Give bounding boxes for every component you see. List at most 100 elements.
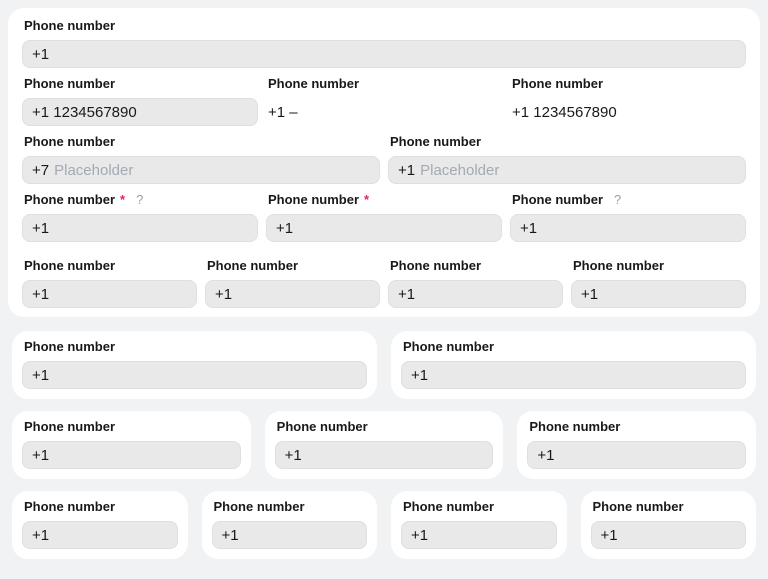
input-value: +1 (600, 526, 618, 544)
phone-card: Phone number +1 (12, 491, 188, 559)
card-row-two: Phone number +1 Phone number +1 (12, 331, 756, 399)
phone-card: Phone number +1 (580, 491, 756, 559)
field-label: Phone number (207, 257, 380, 273)
field-label: Phone number (24, 133, 380, 149)
field-label-text: Phone number (403, 338, 495, 354)
input-value: +1 1234567890 (32, 103, 137, 121)
row-fullwidth: Phone number +1 (22, 18, 746, 68)
field-label-text: Phone number (592, 498, 684, 514)
input-prefix: +7 (32, 161, 50, 179)
phone-field-quarter-1: Phone number +1 (22, 258, 197, 308)
phone-input[interactable]: +1 (571, 280, 746, 308)
phone-input[interactable]: +1 (22, 361, 367, 389)
field-label: Phone number (268, 75, 502, 91)
phone-input[interactable]: +1 Placeholder (388, 156, 746, 184)
phone-input[interactable]: +1 1234567890 (22, 98, 258, 126)
phone-field-filled: Phone number +1 1234567890 (22, 76, 258, 126)
field-label: Phone number (24, 258, 197, 273)
input-value: +1 (520, 219, 538, 237)
field-label-text: Phone number (390, 257, 482, 273)
input-value: +1 (284, 446, 302, 464)
phone-input[interactable]: +1 (22, 280, 197, 308)
input-value: +1 (32, 285, 50, 303)
phone-input[interactable]: +1 (205, 280, 380, 308)
input-value: +1 (32, 526, 50, 544)
row-placeholders: Phone number +7 Placeholder Phone number… (22, 134, 746, 184)
phone-input[interactable]: +1 (274, 441, 494, 469)
readonly-value: +1 1234567890 (512, 103, 617, 121)
field-label-text: Phone number (512, 191, 604, 207)
field-label-text: Phone number (24, 133, 116, 149)
phone-field-quarter-4: Phone number +1 (571, 258, 746, 308)
phone-input[interactable]: +1 (510, 214, 746, 242)
field-label-text: Phone number (24, 17, 116, 33)
phone-input[interactable]: +1 (388, 280, 563, 308)
field-label-text: Phone number (24, 75, 116, 91)
field-label: Phone number (592, 498, 747, 514)
phone-input[interactable]: +1 (22, 214, 258, 242)
field-label-text: Phone number (207, 257, 299, 273)
phone-field-with-help: Phone number ? +1 (510, 192, 746, 242)
phone-card: Phone number +1 (201, 491, 377, 559)
phone-card: Phone number +1 (391, 491, 567, 559)
phone-input[interactable]: +1 (401, 361, 746, 389)
field-label: Phone number (403, 498, 557, 514)
input-value: +1 (581, 285, 599, 303)
input-placeholder: Placeholder (54, 161, 134, 179)
field-label: Phone number (573, 258, 746, 273)
field-label: Phone number (24, 17, 746, 33)
field-label-text: Phone number (403, 498, 495, 514)
field-label-text: Phone number (24, 191, 116, 207)
field-label-text: Phone number (276, 418, 368, 434)
card-row-three: Phone number +1 Phone number +1 Phone nu… (12, 411, 757, 479)
card-row-four: Phone number +1 Phone number +1 Phone nu… (12, 491, 756, 559)
field-label: Phone number (24, 498, 178, 514)
phone-input[interactable]: +1 (22, 441, 241, 469)
input-value: +1 (32, 45, 50, 63)
phone-field-fullwidth: Phone number +1 (22, 18, 746, 68)
input-placeholder: Placeholder (420, 161, 500, 179)
input-prefix: +1 (398, 161, 416, 179)
field-label-text: Phone number (390, 133, 482, 149)
phone-value-text: +1 1234567890 (510, 98, 746, 126)
phone-input[interactable]: +1 (266, 214, 502, 242)
field-label: Phone number ? (512, 191, 746, 207)
help-icon[interactable]: ? (136, 191, 144, 207)
input-value: +1 (221, 526, 239, 544)
field-label: Phone number (24, 75, 258, 91)
input-value: +1 (215, 285, 233, 303)
phone-field-required-with-help: Phone number * ? +1 (22, 192, 258, 242)
help-icon[interactable]: ? (614, 191, 622, 207)
field-label-text: Phone number (24, 498, 116, 514)
phone-input[interactable]: +1 (22, 521, 178, 549)
field-label-text: Phone number (512, 75, 604, 91)
phone-card: Phone number +1 (12, 331, 377, 399)
phone-field-readonly-filled: Phone number +1 1234567890 (510, 76, 746, 126)
field-label: Phone number * (268, 191, 502, 207)
phone-input[interactable]: +7 Placeholder (22, 156, 380, 184)
required-marker: * (120, 191, 126, 207)
field-label-text: Phone number (268, 191, 360, 207)
field-label: Phone number (512, 75, 746, 91)
field-label: Phone number * ? (24, 191, 258, 207)
field-label: Phone number (24, 339, 367, 354)
input-value: +1 (411, 366, 429, 384)
input-value: +1 (411, 526, 429, 544)
phone-field-placeholder-prefix1: Phone number +1 Placeholder (388, 134, 746, 184)
phone-input[interactable]: +1 (22, 40, 746, 68)
input-value: +1 (537, 446, 555, 464)
phone-field-required: Phone number * +1 (266, 192, 502, 242)
phone-input[interactable]: +1 (527, 441, 747, 469)
phone-field-placeholder-prefix7: Phone number +7 Placeholder (22, 134, 380, 184)
phone-input[interactable]: +1 (211, 521, 367, 549)
field-label: Phone number (390, 257, 563, 273)
input-value: +1 (32, 219, 50, 237)
field-label-text: Phone number (268, 75, 360, 91)
phone-card: Phone number +1 (517, 411, 757, 479)
phone-input[interactable]: +1 (401, 521, 557, 549)
field-label-text: Phone number (529, 418, 621, 434)
phone-input[interactable]: +1 (590, 521, 746, 549)
readonly-value: +1 – (268, 103, 298, 121)
input-value: +1 (32, 446, 50, 464)
field-label-text: Phone number (24, 418, 116, 434)
